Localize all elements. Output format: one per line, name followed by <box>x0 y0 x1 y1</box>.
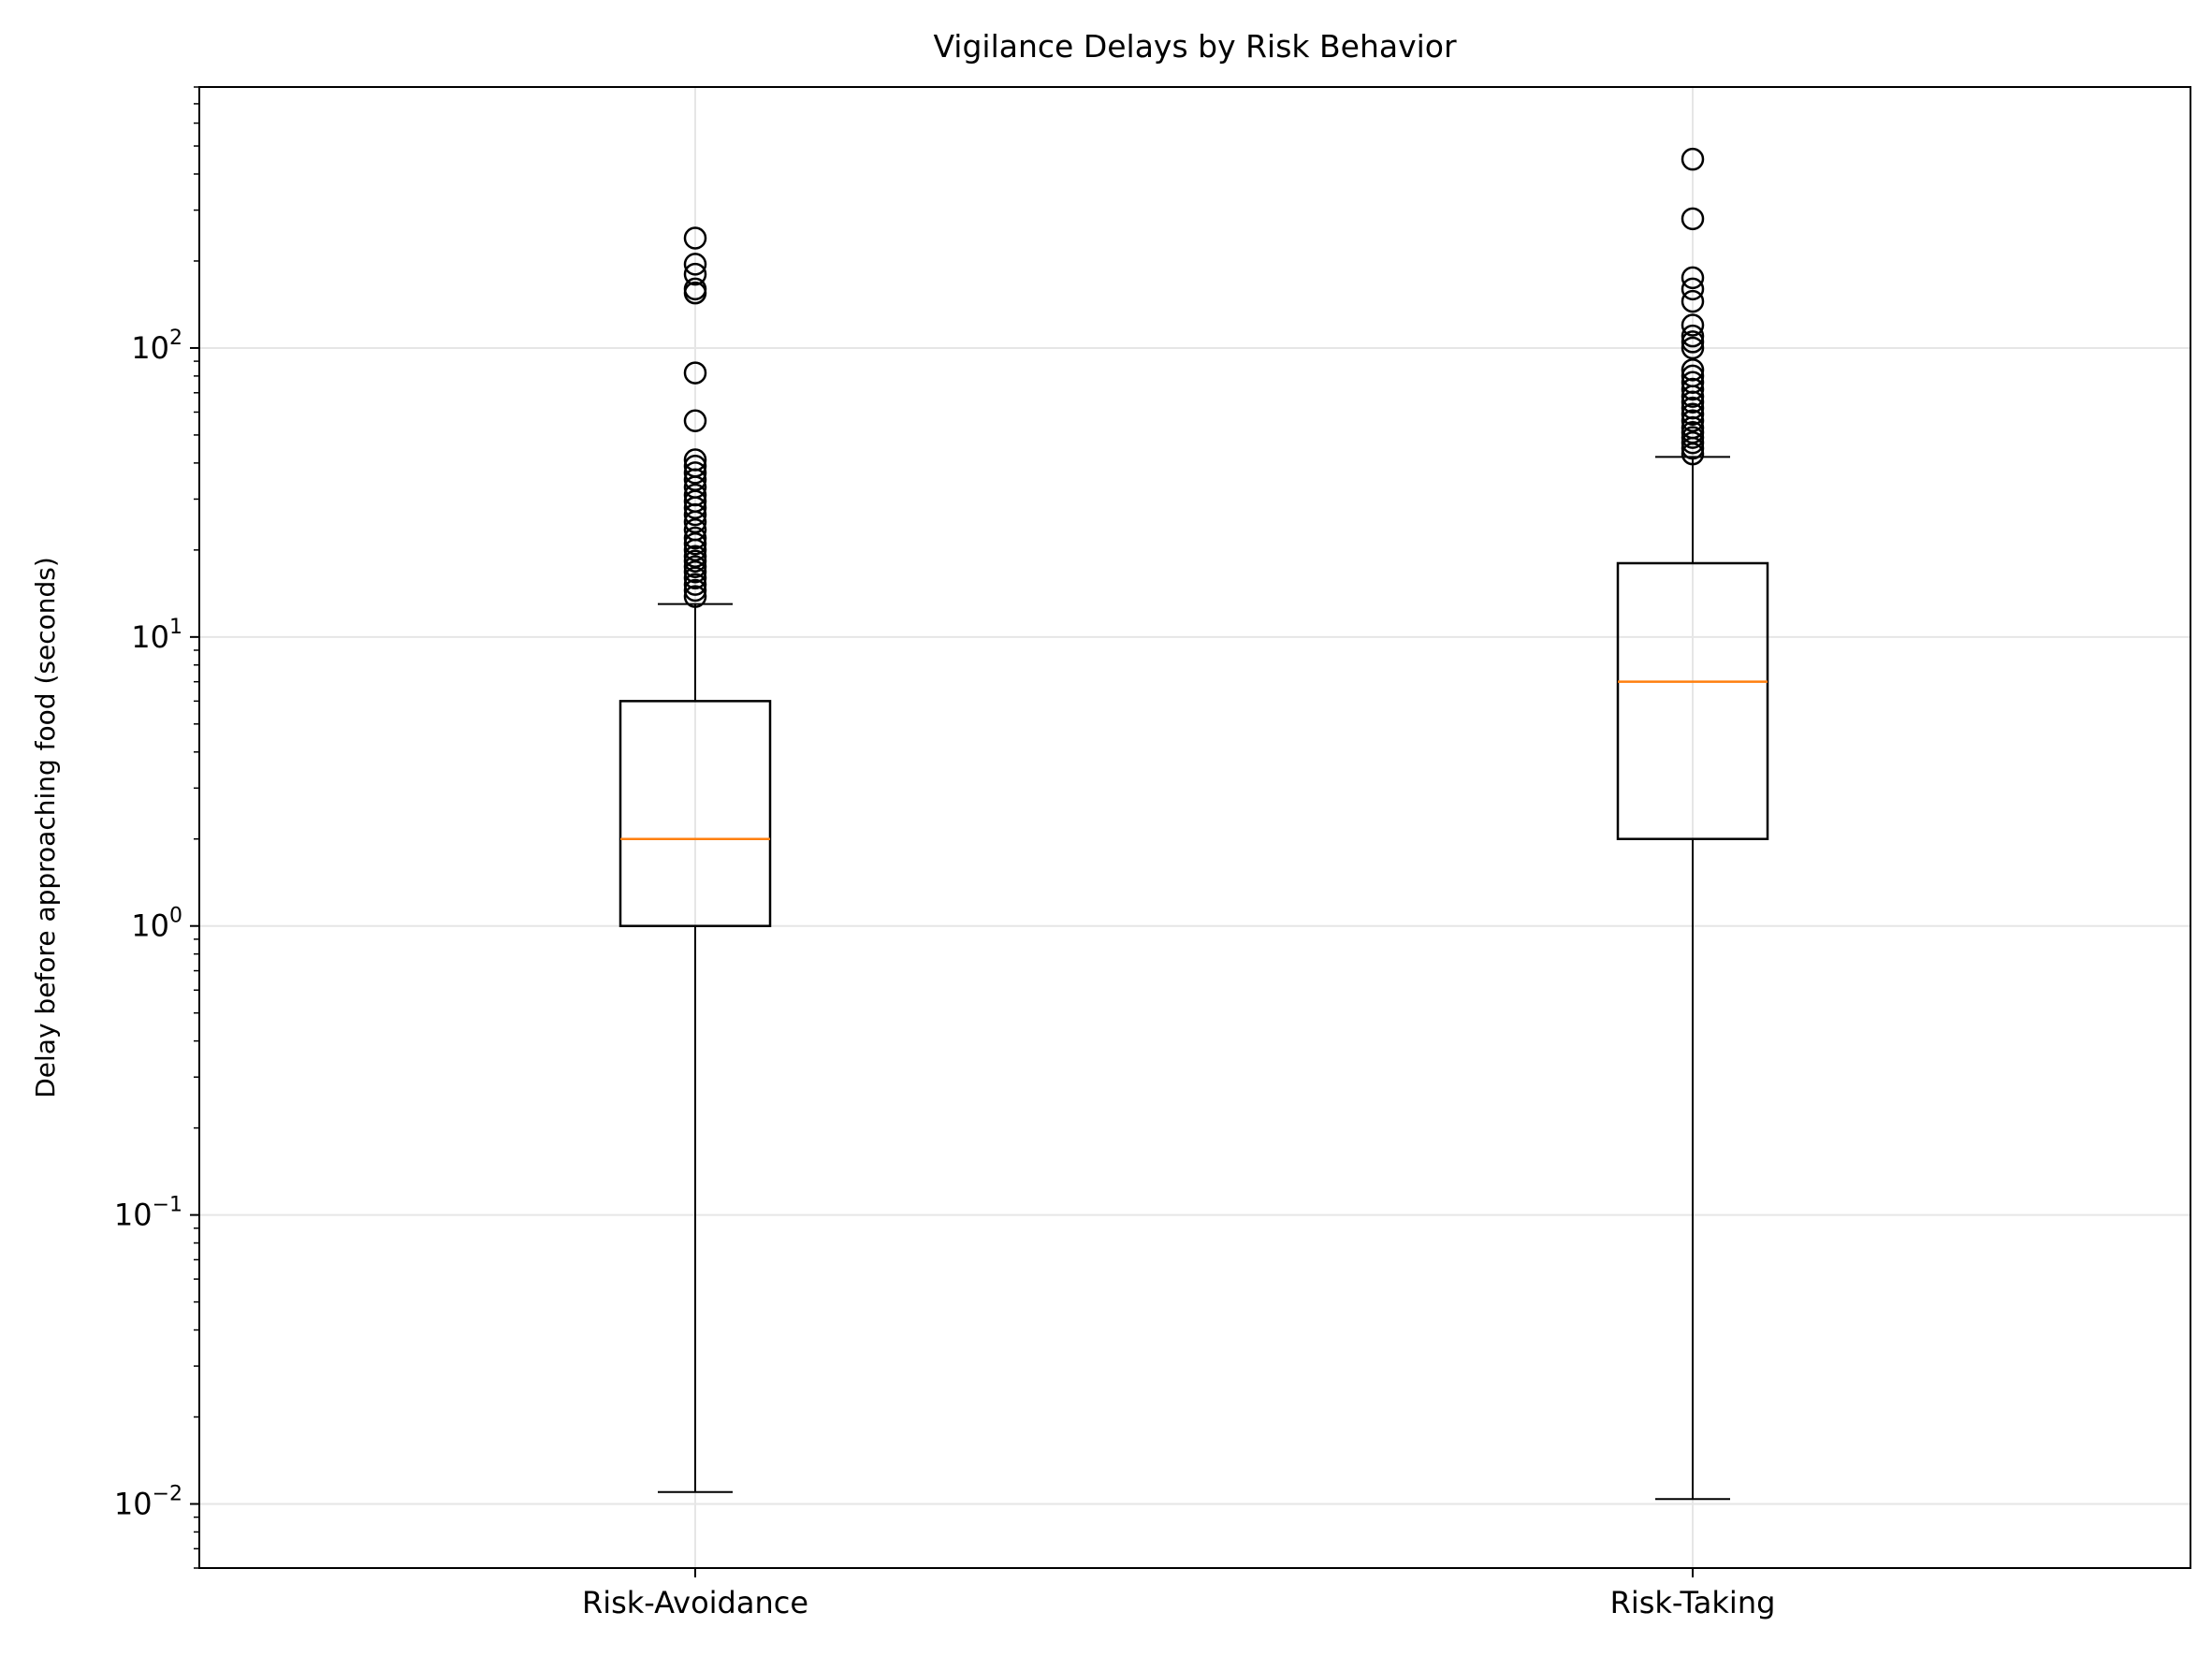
outlier-point <box>683 253 707 276</box>
outlier-point <box>1681 207 1705 231</box>
outlier-point <box>683 277 707 301</box>
outlier-point <box>1681 266 1705 290</box>
x-tick-label: Risk-Taking <box>1610 1585 1776 1620</box>
outlier-point <box>1681 313 1705 337</box>
y-axis-label: Delay before approaching food (seconds) <box>30 557 61 1098</box>
outlier-point <box>1681 409 1705 432</box>
box-risk-taking <box>1616 147 1769 1501</box>
outlier-point <box>683 517 707 542</box>
y-tick-label: 10−1 <box>114 1194 182 1233</box>
box-risk-avoidance <box>618 226 772 1493</box>
outlier-point <box>683 483 707 507</box>
outlier-point <box>683 585 707 608</box>
iqr-box <box>1616 561 1769 840</box>
y-tick-label: 102 <box>131 327 182 366</box>
outlier-point <box>1681 324 1705 348</box>
chart-title: Vigilance Delays by Risk Behavior <box>933 28 1457 65</box>
y-tick-label: 10−2 <box>114 1482 182 1521</box>
outlier-point <box>683 573 707 596</box>
x-tick-label: Risk-Avoidance <box>582 1585 808 1620</box>
outlier-point <box>683 578 707 603</box>
outlier-point <box>683 559 707 584</box>
outlier-point <box>1681 336 1705 360</box>
outlier-point <box>683 545 707 568</box>
y-tick-label: 101 <box>131 616 182 655</box>
outlier-point <box>1681 289 1705 313</box>
outlier-point <box>683 409 707 432</box>
outlier-point <box>1681 330 1705 354</box>
outlier-point <box>1681 370 1705 395</box>
outlier-point <box>683 555 707 579</box>
outlier-point <box>683 461 707 485</box>
outlier-point <box>1681 402 1705 426</box>
y-tick-label: 100 <box>131 905 182 944</box>
y-axis: 10−2 10−1 100 101 102 <box>114 86 199 1569</box>
outlier-point <box>1681 377 1705 401</box>
outlier-point <box>683 226 707 250</box>
box-plot-series <box>618 147 1769 1501</box>
outlier-point <box>1681 358 1705 382</box>
outlier-point <box>1681 147 1705 171</box>
outlier-point <box>683 361 707 385</box>
outlier-point <box>683 532 707 556</box>
outlier-point <box>683 526 707 550</box>
outlier-point <box>683 455 707 478</box>
plot-frame <box>198 86 2191 1569</box>
x-axis: Risk-Avoidance Risk-Taking <box>582 1568 1775 1620</box>
outlier-point <box>1681 364 1705 388</box>
outlier-point <box>1681 277 1705 301</box>
outlier-point <box>683 448 707 472</box>
iqr-box <box>618 700 772 927</box>
grid-lines <box>199 87 2190 1568</box>
outlier-point <box>683 262 707 286</box>
outlier-point <box>1681 396 1705 420</box>
outlier-point <box>1681 430 1705 455</box>
